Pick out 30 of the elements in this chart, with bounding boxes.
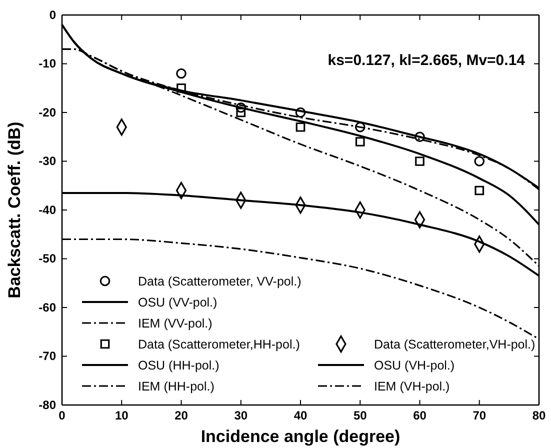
- x-tick-label: 40: [294, 408, 308, 423]
- y-tick-label: -10: [38, 56, 56, 71]
- y-tick-label: -20: [38, 105, 56, 120]
- legend-label: OSU (VH-pol.): [374, 358, 455, 372]
- annotation: ks=0.127, kl=2.665, Mv=0.14: [328, 52, 526, 69]
- legend-label: Data (Scatterometer,VH-pol.): [374, 338, 536, 352]
- legend-label: IEM (VH-pol.): [374, 380, 450, 394]
- x-tick-label: 70: [472, 408, 486, 423]
- y-tick-label: -50: [38, 252, 56, 266]
- y-tick-label: 0: [49, 8, 56, 22]
- y-tick-label: -70: [38, 349, 56, 364]
- legend-label: OSU (HH-pol.): [138, 358, 220, 372]
- y-tick-label: -30: [38, 154, 56, 168]
- x-tick-label: 80: [532, 408, 546, 423]
- legend-label: IEM (HH-pol.): [138, 380, 214, 394]
- x-tick-label: 20: [174, 408, 188, 423]
- x-tick-label: 60: [413, 408, 427, 423]
- legend-label: OSU (VV-pol.): [138, 296, 218, 310]
- x-tick-label: 0: [58, 408, 66, 423]
- y-tick-label: -80: [38, 398, 56, 412]
- legend-label: Data (Scatterometer, VV-pol.): [138, 274, 302, 288]
- legend-label: IEM (VV-pol.): [138, 316, 212, 330]
- x-tick-label: 50: [353, 408, 368, 423]
- x-tick-label: 30: [234, 408, 248, 423]
- x-axis-title: Incidence angle (degree): [200, 427, 400, 446]
- y-tick-label: -40: [38, 202, 56, 217]
- x-tick-label: 10: [114, 408, 129, 423]
- y-axis-title: Backscatt. Coeff. (dB): [5, 122, 24, 298]
- y-tick-label: -60: [38, 300, 56, 314]
- legend-label: Data (Scatterometer,HH-pol.): [138, 338, 300, 352]
